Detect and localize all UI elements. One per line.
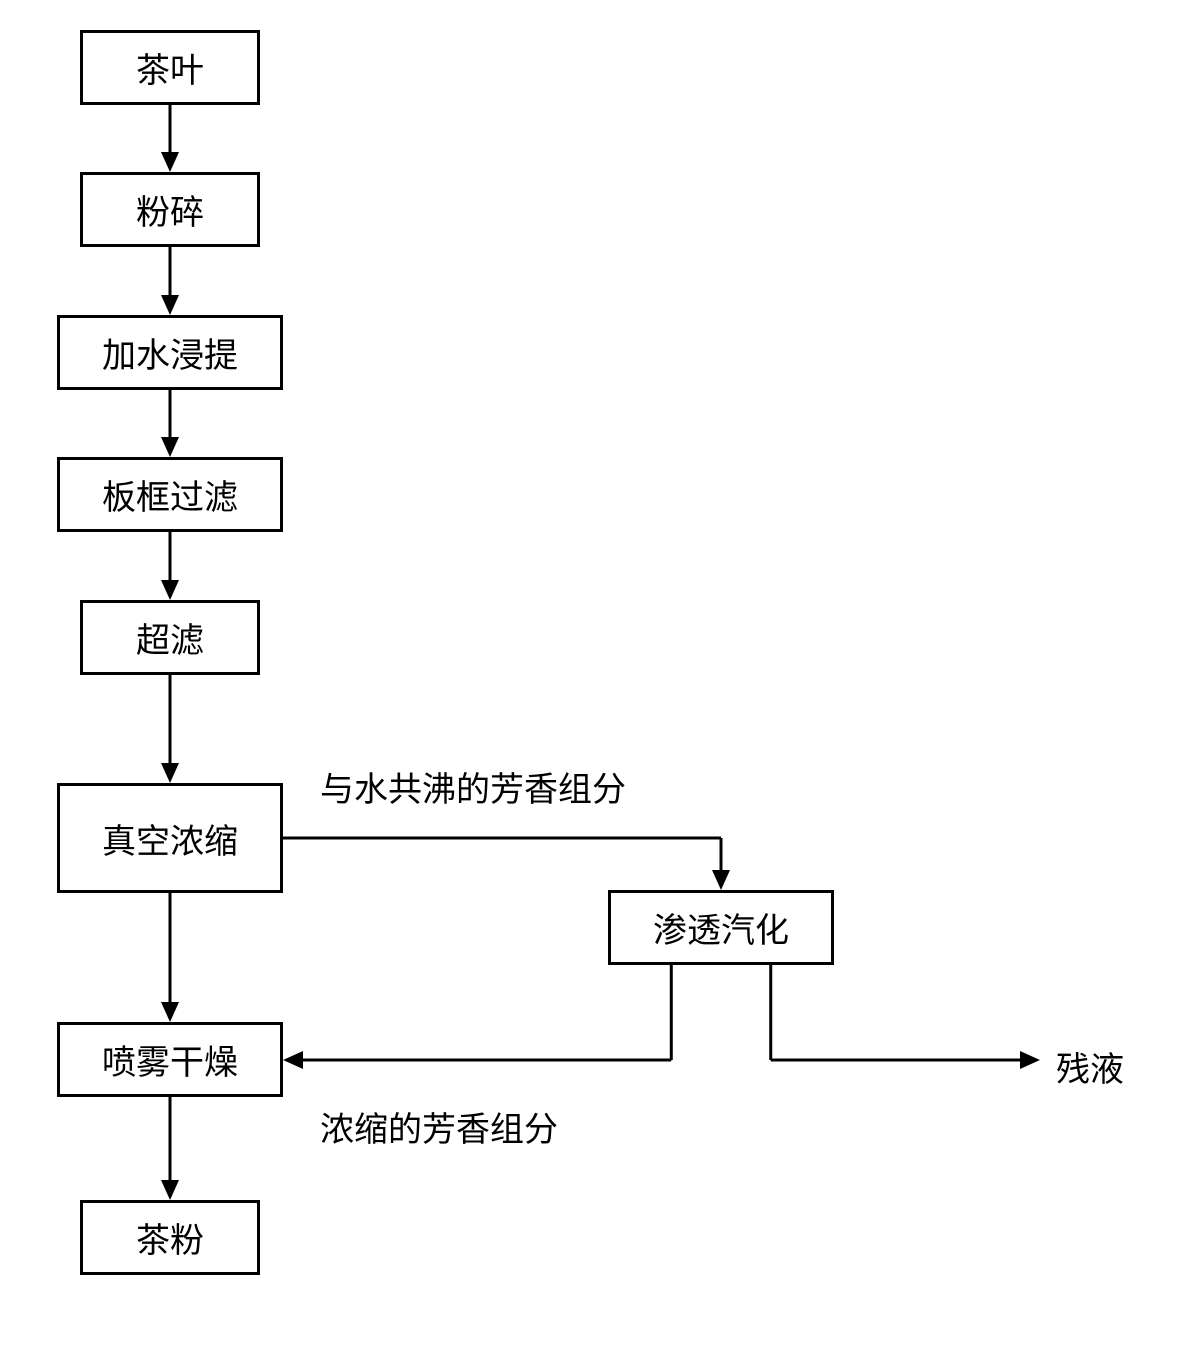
node-water-extract: 加水浸提 [57, 315, 283, 390]
node-tea-powder: 茶粉 [80, 1200, 260, 1275]
node-spray-dry: 喷雾干燥 [57, 1022, 283, 1097]
node-pervaporation: 渗透汽化 [608, 890, 834, 965]
node-tea-leaf: 茶叶 [80, 30, 260, 105]
node-ultrafilter: 超滤 [80, 600, 260, 675]
label-residual: 残液 [1056, 1042, 1124, 1091]
label-aromatic-azeotrope: 与水共沸的芳香组分 [320, 762, 626, 811]
node-vacuum-conc: 真空浓缩 [57, 783, 283, 893]
label-aromatic-conc: 浓缩的芳香组分 [320, 1102, 558, 1151]
node-crush: 粉碎 [80, 172, 260, 247]
node-plate-filter: 板框过滤 [57, 457, 283, 532]
